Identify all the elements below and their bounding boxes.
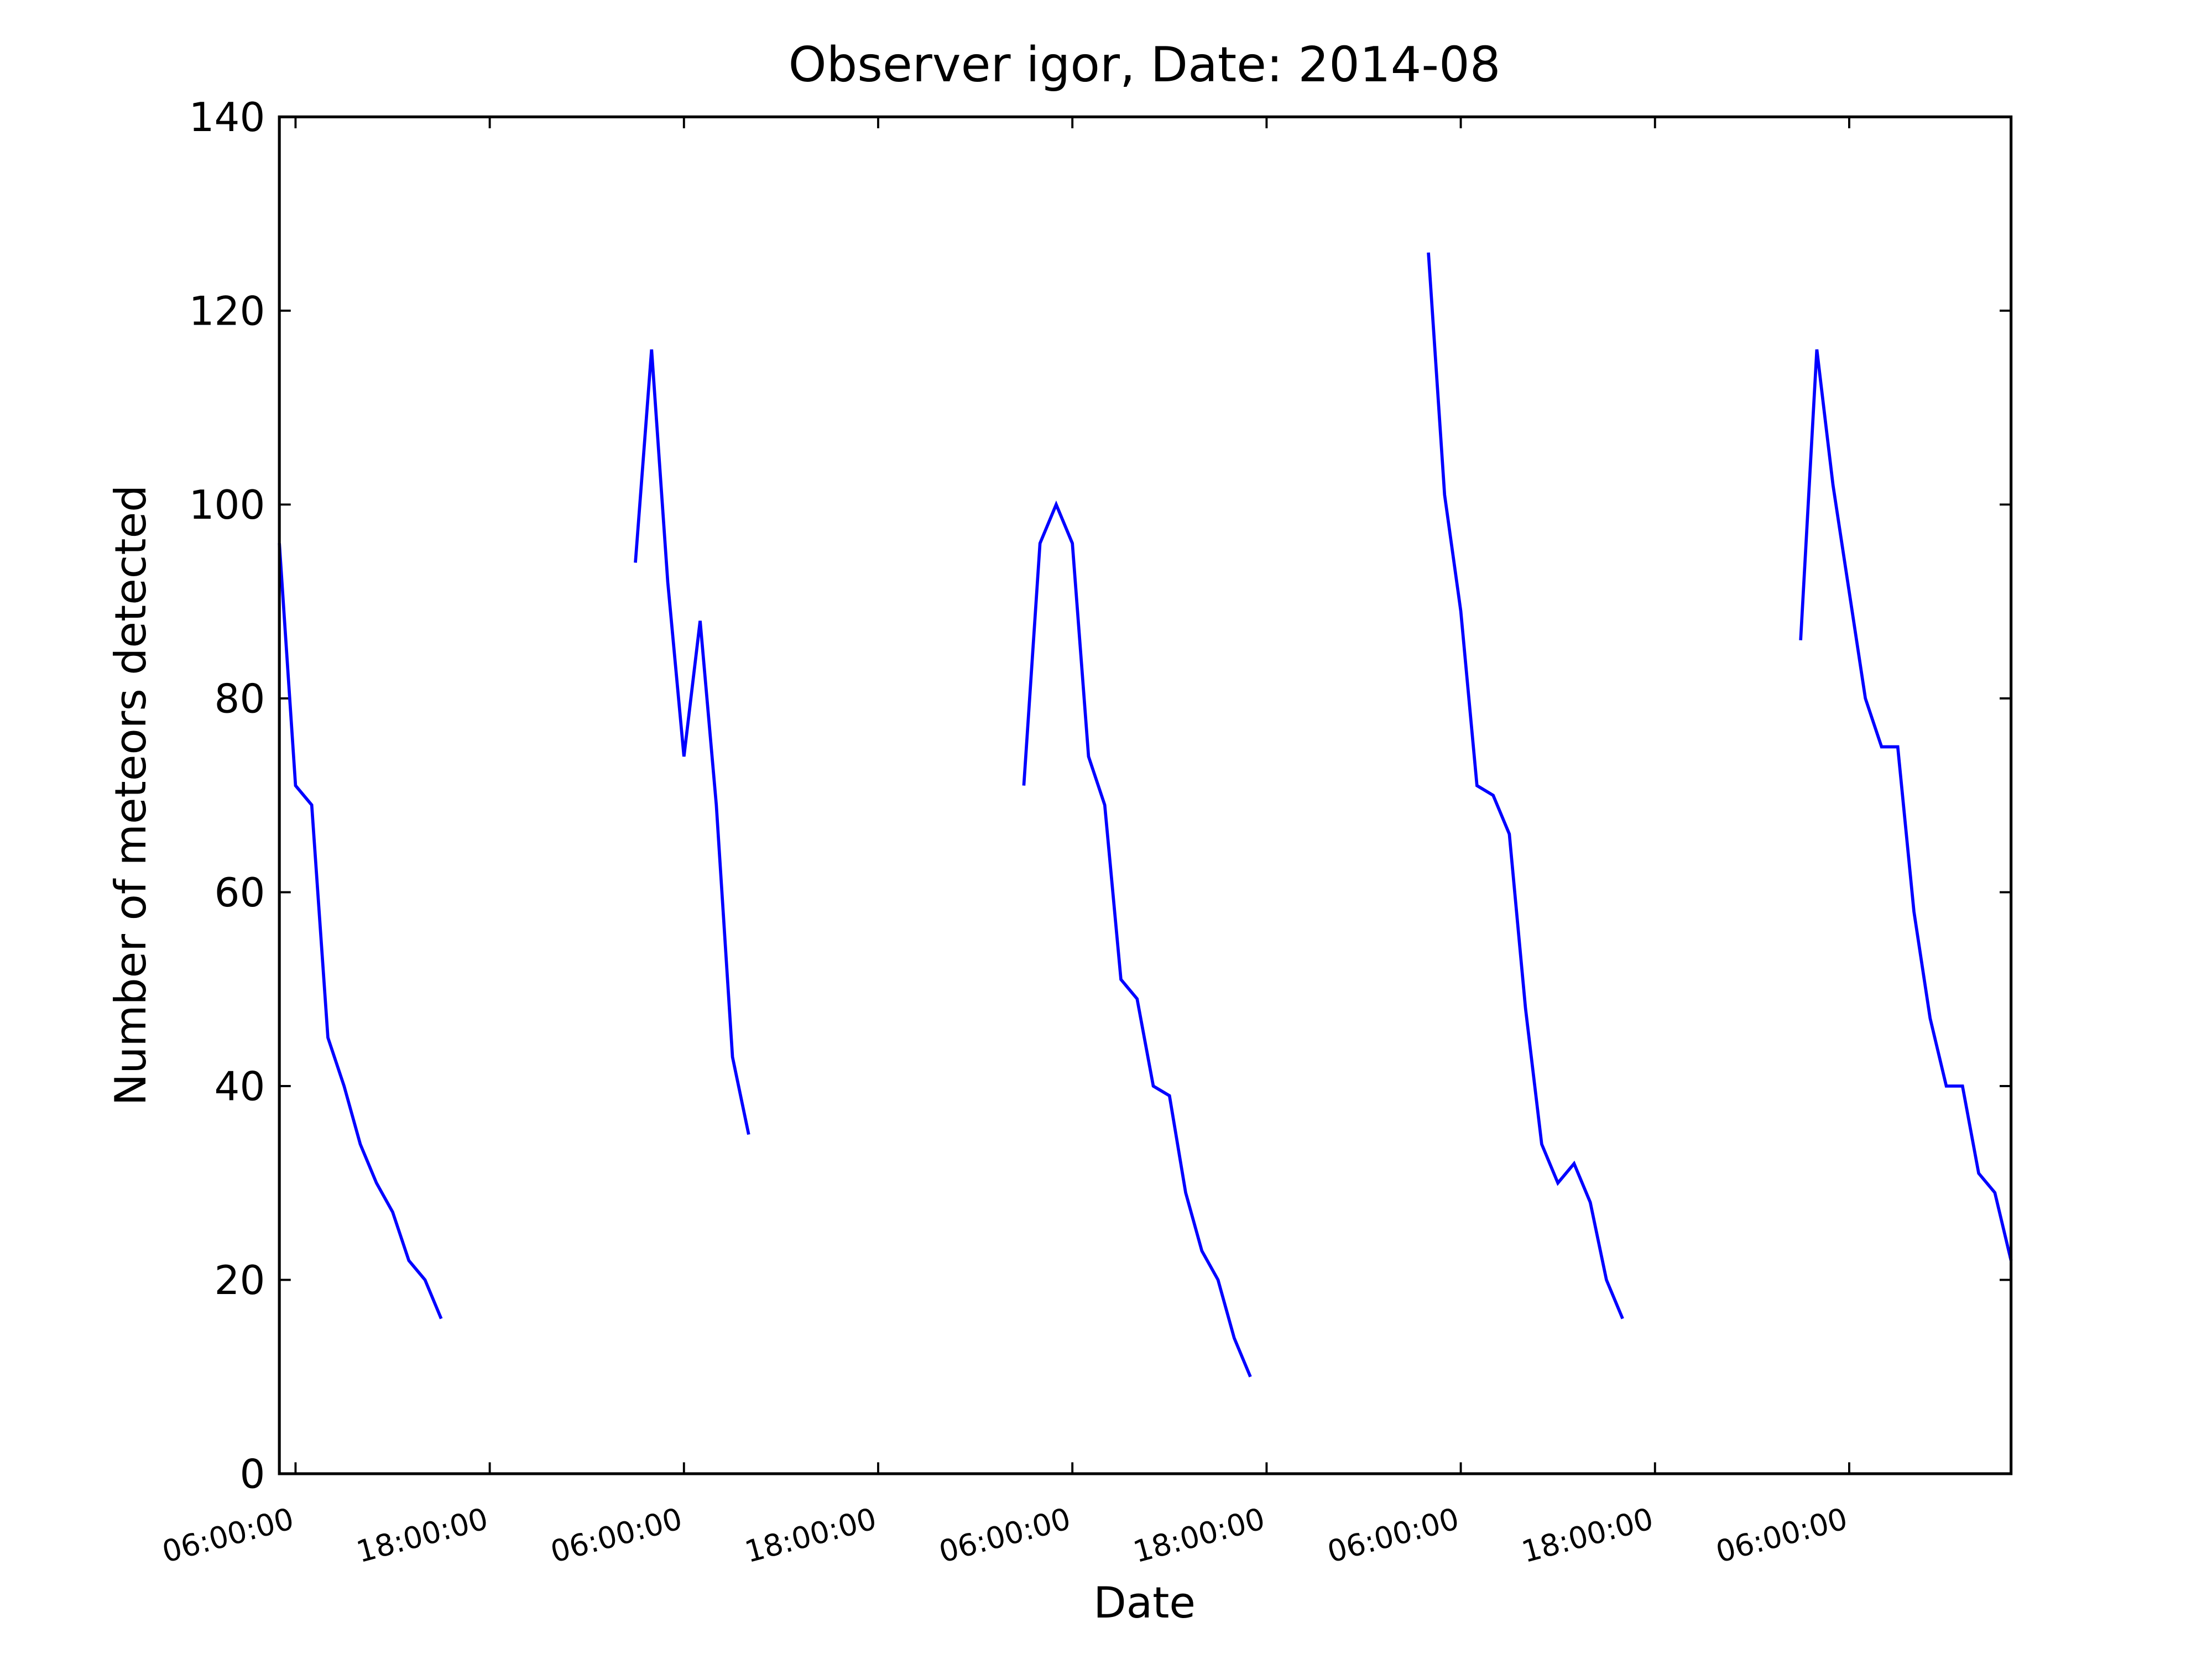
y-tick-label: 60 (215, 870, 265, 916)
y-tick-label: 100 (189, 482, 265, 529)
y-axis-label: Number of meteors detected (106, 485, 156, 1106)
plot-frame (278, 115, 2013, 1475)
chart-title: Observer igor, Date: 2014-08 (789, 36, 1501, 93)
y-tick-label: 80 (215, 676, 265, 723)
x-axis-label: Date (1093, 1578, 1196, 1628)
y-tick-label: 0 (239, 1452, 265, 1498)
y-tick-label: 140 (189, 95, 265, 141)
y-tick-label: 20 (215, 1258, 265, 1304)
y-tick-label: 120 (189, 289, 265, 335)
y-tick-label: 40 (215, 1064, 265, 1110)
data-line (278, 252, 2013, 1378)
